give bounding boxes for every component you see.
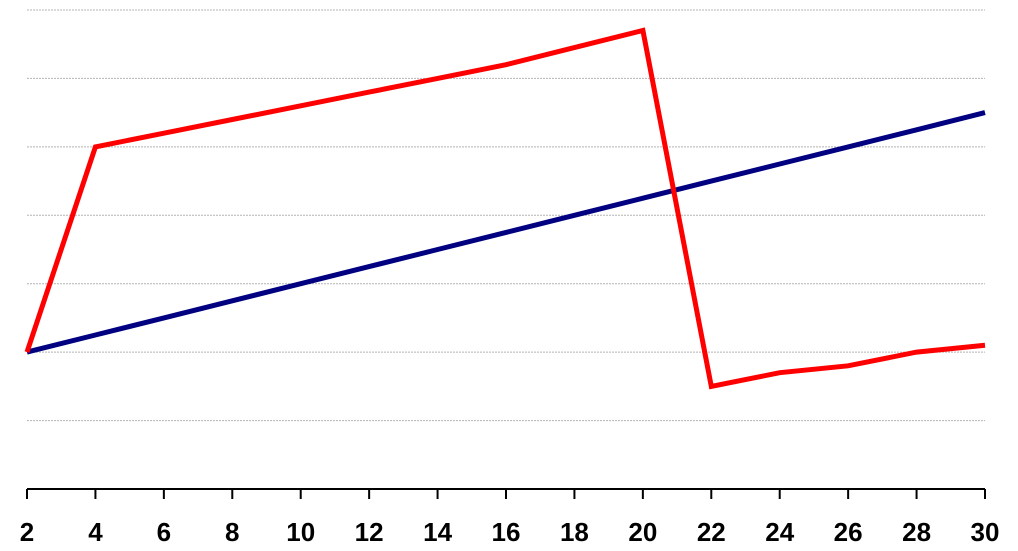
x-tick-label-2: 2 [20,517,34,547]
x-tick-label-8: 8 [225,517,239,547]
x-tick-label-20: 20 [628,517,657,547]
x-tick-label-30: 30 [971,517,1000,547]
series-line-2 [24,27,986,390]
x-tick-label-12: 12 [355,517,384,547]
x-tick-label-26: 26 [834,517,863,547]
x-tick-label-10: 10 [286,517,315,547]
x-tick-label-16: 16 [492,517,521,547]
x-tick-label-28: 28 [902,517,931,547]
x-tick-label-4: 4 [88,517,103,547]
series-lines [24,27,986,390]
x-tick-label-6: 6 [157,517,171,547]
x-axis: 2 4 6 8 10 12 14 16 18 20 22 24 26 28 30 [20,488,1000,547]
x-tick-label-22: 22 [697,517,726,547]
grid-lines [27,9,985,422]
x-tick-label-18: 18 [560,517,589,547]
x-tick-label-24: 24 [765,517,794,547]
series-line-1 [26,110,986,355]
x-tick-label-14: 14 [423,517,452,547]
